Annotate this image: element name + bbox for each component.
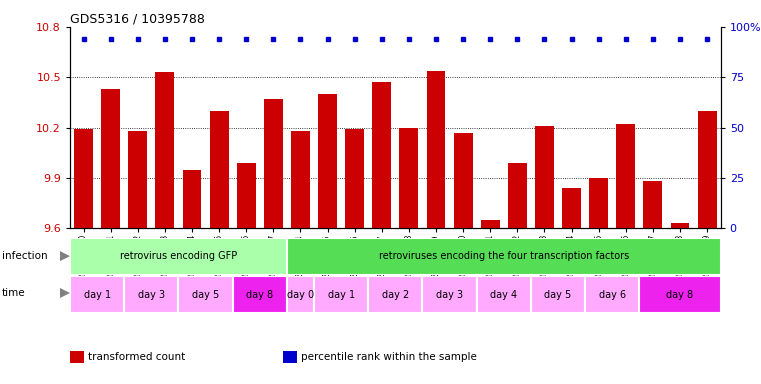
Bar (209, 111, 228, 228)
Bar (535, 126, 554, 228)
Bar (616, 124, 635, 228)
Bar (508, 163, 527, 228)
Bar (70, 238, 287, 275)
Bar (74, 129, 93, 228)
Text: percentile rank within the sample: percentile rank within the sample (301, 352, 476, 362)
Bar (639, 276, 721, 313)
Bar (314, 276, 368, 313)
Bar (287, 276, 314, 313)
Bar (400, 128, 419, 228)
Polygon shape (60, 288, 70, 298)
Bar (481, 220, 500, 228)
Text: day 1: day 1 (84, 290, 110, 300)
Bar (698, 111, 717, 228)
Bar (233, 276, 287, 313)
Text: GDS5316 / 10395788: GDS5316 / 10395788 (70, 13, 205, 26)
Bar (318, 94, 337, 228)
Bar (291, 131, 310, 228)
Text: day 3: day 3 (436, 290, 463, 300)
Bar (124, 276, 178, 313)
Bar (422, 276, 476, 313)
Bar (287, 238, 721, 275)
Bar (476, 276, 531, 313)
Bar (372, 82, 391, 228)
Text: transformed count: transformed count (88, 352, 185, 362)
Text: infection: infection (2, 251, 47, 261)
Text: time: time (2, 288, 25, 298)
Bar (155, 72, 174, 228)
Text: day 2: day 2 (382, 290, 409, 300)
Text: day 6: day 6 (599, 290, 626, 300)
Bar (454, 133, 473, 228)
Text: day 8: day 8 (247, 290, 273, 300)
Bar (562, 188, 581, 228)
Text: retrovirus encoding GFP: retrovirus encoding GFP (119, 251, 237, 262)
Bar (129, 131, 148, 228)
Text: day 1: day 1 (327, 290, 355, 300)
Bar (345, 129, 365, 228)
Bar (264, 99, 283, 228)
Text: day 0: day 0 (287, 290, 314, 300)
Text: day 4: day 4 (490, 290, 517, 300)
Bar (643, 181, 662, 228)
Bar (178, 276, 233, 313)
Bar (183, 170, 202, 228)
Text: day 5: day 5 (192, 290, 219, 300)
Text: day 8: day 8 (667, 290, 693, 300)
Bar (585, 276, 639, 313)
Bar (670, 223, 689, 228)
Bar (70, 276, 124, 313)
Text: day 5: day 5 (544, 290, 572, 300)
Bar (237, 163, 256, 228)
Bar (589, 178, 608, 228)
Polygon shape (60, 251, 70, 261)
Text: retroviruses encoding the four transcription factors: retroviruses encoding the four transcrip… (379, 251, 629, 262)
Bar (368, 276, 422, 313)
Text: day 3: day 3 (138, 290, 165, 300)
Bar (426, 71, 445, 228)
Bar (531, 276, 585, 313)
Bar (101, 89, 120, 228)
